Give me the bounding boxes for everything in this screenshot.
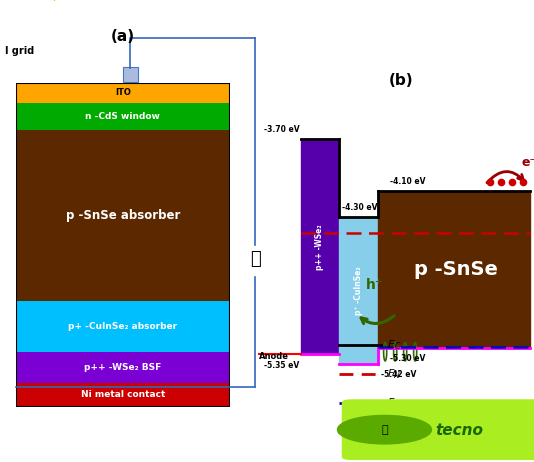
Bar (16, 130, 230, 301)
Text: -5.35 eV: -5.35 eV (264, 361, 300, 370)
Text: p+ -CuInSe₂ absorber: p+ -CuInSe₂ absorber (68, 322, 177, 331)
Bar (16, 383, 230, 407)
Bar (16, 83, 230, 103)
Text: -4.30 eV: -4.30 eV (342, 203, 378, 212)
Text: (a): (a) (111, 30, 135, 44)
FancyBboxPatch shape (342, 399, 534, 460)
Text: l grid: l grid (5, 46, 35, 56)
Bar (16, 103, 230, 130)
Text: p++ -WSe₂ BSF: p++ -WSe₂ BSF (84, 363, 161, 372)
Text: 💡: 💡 (250, 250, 261, 268)
Text: -4.10 eV: -4.10 eV (390, 177, 425, 186)
Bar (123, 67, 138, 82)
Text: p -SnSe: p -SnSe (414, 260, 498, 279)
Text: Ni metal contact: Ni metal contact (81, 390, 165, 399)
Text: -5.30 eV: -5.30 eV (390, 354, 425, 364)
Text: ☀: ☀ (42, 0, 67, 6)
Circle shape (337, 415, 431, 444)
Text: Anode: Anode (258, 353, 288, 361)
Text: -5.42 eV: -5.42 eV (381, 370, 416, 379)
Text: n -CdS window: n -CdS window (85, 112, 160, 121)
Bar (16, 352, 230, 383)
Text: (b): (b) (388, 73, 413, 88)
Text: p++ -WSe₂: p++ -WSe₂ (315, 224, 324, 270)
Text: -3.70 eV: -3.70 eV (264, 125, 300, 134)
Text: $F_P$: $F_P$ (387, 396, 400, 410)
Text: $E_V$: $E_V$ (387, 425, 402, 438)
Text: ITO: ITO (115, 88, 131, 97)
Text: p⁺ -CuInSe₂: p⁺ -CuInSe₂ (354, 266, 363, 315)
Text: h⁺: h⁺ (365, 278, 383, 292)
Text: $E_C$: $E_C$ (387, 338, 402, 352)
Text: p -SnSe absorber: p -SnSe absorber (66, 209, 180, 222)
Text: $F_N$: $F_N$ (387, 367, 401, 381)
Text: e⁻: e⁻ (522, 156, 534, 169)
Text: 🤖: 🤖 (381, 425, 388, 435)
Text: tecno: tecno (435, 424, 483, 438)
Bar (16, 301, 230, 352)
